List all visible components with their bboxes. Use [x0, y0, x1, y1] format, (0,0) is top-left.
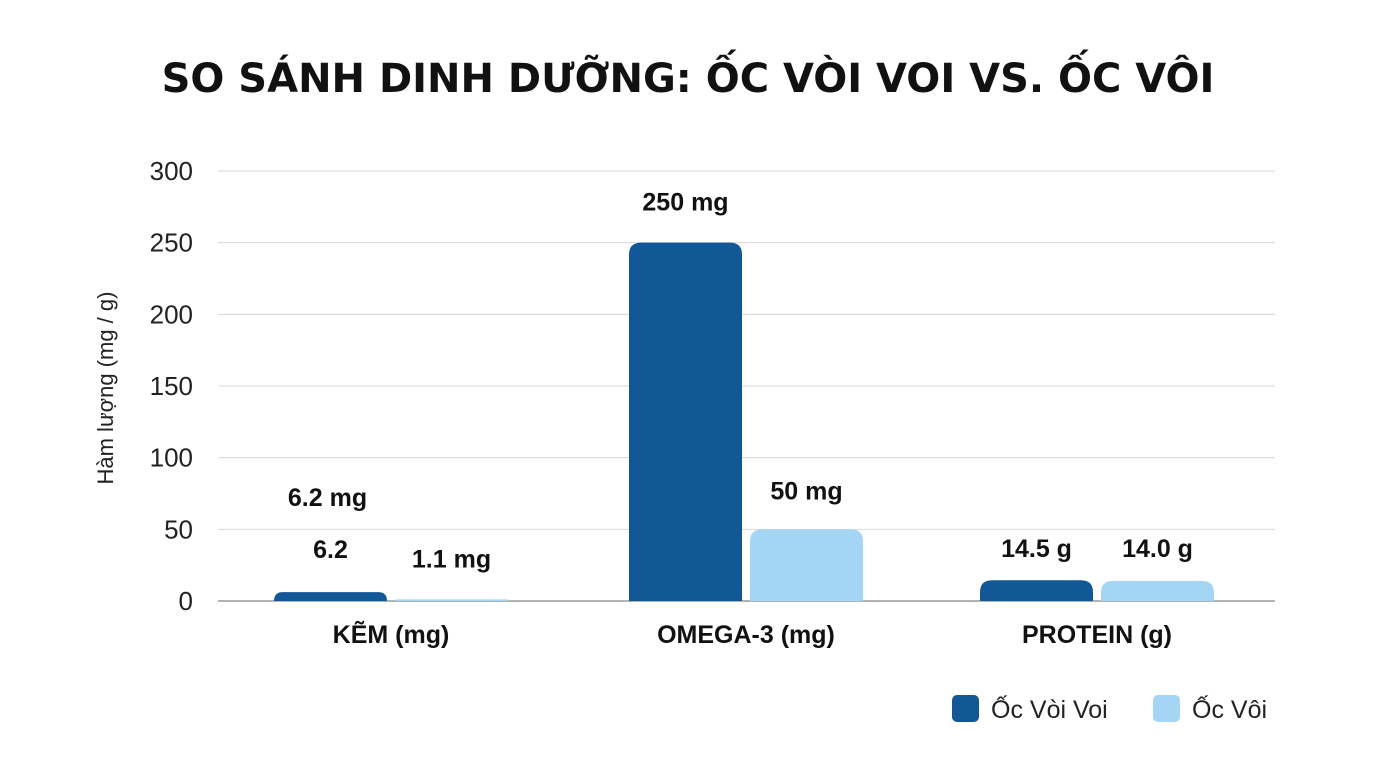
y-axis-label: Hàm lượng (mg / g)	[93, 292, 118, 485]
legend-swatch	[1153, 695, 1180, 722]
chart-title: SO SÁNH DINH DƯỠNG: ỐC VÒI VOI VS. ỐC VÔ…	[162, 48, 1215, 102]
y-tick-label: 100	[150, 443, 193, 473]
y-tick-label: 300	[150, 156, 193, 186]
bar-oc-voi-1	[750, 529, 863, 601]
bars	[274, 242, 1214, 601]
x-tick-label: KẼM (mg)	[333, 619, 450, 649]
y-tick-labels: 0 50 100 150 200 250 300	[150, 156, 193, 616]
bar-oc-voi-2	[1101, 580, 1214, 601]
legend-label: Ốc Vòi Voi	[991, 694, 1108, 724]
gridlines	[218, 170, 1275, 602]
bar-oc-voi-voi-2	[980, 580, 1093, 601]
x-tick-label: PROTEIN (g)	[1022, 621, 1172, 649]
legend-swatch	[952, 695, 979, 722]
data-label: 50 mg	[770, 477, 842, 505]
bar-oc-voi-voi-1	[629, 242, 742, 601]
bar-oc-voi-0	[395, 599, 508, 601]
data-label: 6.2	[313, 536, 348, 564]
bar-oc-voi-voi-0	[274, 592, 387, 601]
y-tick-label: 50	[164, 514, 193, 544]
data-label: 1.1 mg	[412, 545, 491, 573]
data-label: 250 mg	[642, 189, 728, 217]
data-label: 14.0 g	[1122, 535, 1193, 563]
annotations: 6.2 mg	[288, 484, 367, 512]
annotation-label: 6.2 mg	[288, 484, 367, 512]
legend: Ốc Vòi Voi Ốc Vôi	[952, 694, 1267, 724]
x-tick-label: OMEGA-3 (mg)	[657, 621, 835, 649]
y-tick-label: 200	[150, 299, 193, 329]
y-tick-label: 0	[179, 586, 193, 616]
legend-label: Ốc Vôi	[1192, 694, 1267, 724]
y-tick-label: 150	[150, 371, 193, 401]
data-label: 14.5 g	[1001, 535, 1072, 563]
x-tick-labels: KẼM (mg) OMEGA-3 (mg) PROTEIN (g)	[333, 619, 1172, 649]
data-labels: 6.2 1.1 mg 250 mg 50 mg 14.5 g 14.0 g	[313, 189, 1193, 574]
y-tick-label: 250	[150, 228, 193, 258]
